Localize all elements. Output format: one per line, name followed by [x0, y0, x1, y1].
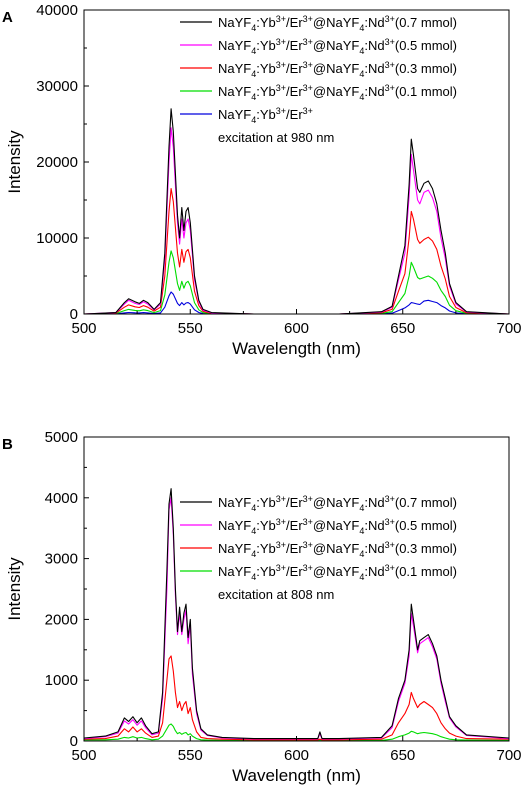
- plot-frame: [83, 9, 510, 315]
- panel-b: B 500 550 600 650 700 0 1000 2000 3000 4000 5000 Wav…: [2, 429, 522, 785]
- y-axis-label: Intensity: [5, 130, 24, 194]
- y-tick-label: 20000: [36, 154, 78, 171]
- legend-entry-1: NaYF4:Yb3+/Er3+@NaYF4:Nd3+(0.5 mmol): [218, 517, 457, 536]
- excitation-note: excitation at 980 nm: [218, 130, 334, 145]
- x-tick-label: 650: [390, 320, 415, 337]
- series-lines: [84, 488, 509, 741]
- x-tick-label: 600: [284, 320, 309, 337]
- series-line-3: [84, 250, 509, 314]
- x-tick-label: 700: [496, 747, 521, 764]
- x-tick-label: 650: [390, 747, 415, 764]
- series-line-0: [84, 488, 509, 740]
- x-tick-label: 600: [284, 747, 309, 764]
- y-tick-label: 2000: [45, 611, 78, 628]
- y-tick-label: 30000: [36, 78, 78, 95]
- legend-entry-4: NaYF4:Yb3+/Er3+: [218, 106, 313, 125]
- panel-a: A 500 550 600 650 700 0 10000 20000 30000 40000 Wav…: [2, 2, 522, 358]
- series-line-3: [84, 723, 509, 741]
- legend-entry-1: NaYF4:Yb3+/Er3+@NaYF4:Nd3+(0.5 mmol): [218, 37, 457, 56]
- x-tick-label: 500: [71, 747, 96, 764]
- panel-label: B: [2, 436, 13, 453]
- y-tick-label: 5000: [45, 429, 78, 446]
- series-line-0: [84, 108, 509, 314]
- y-tick-label: 10000: [36, 230, 78, 247]
- legend: NaYF4:Yb3+/Er3+@NaYF4:Nd3+(0.7 mmol) NaYF…: [180, 14, 457, 145]
- x-tick-label: 500: [71, 320, 96, 337]
- legend-entry-2: NaYF4:Yb3+/Er3+@NaYF4:Nd3+(0.3 mmol): [218, 540, 457, 559]
- series-line-1: [84, 127, 509, 314]
- excitation-note: excitation at 808 nm: [218, 587, 334, 602]
- y-tick-label: 0: [70, 733, 78, 750]
- y-tick-label: 40000: [36, 2, 78, 19]
- x-tick-label: 550: [178, 747, 203, 764]
- legend-entry-3: NaYF4:Yb3+/Er3+@NaYF4:Nd3+(0.1 mmol): [218, 563, 457, 582]
- legend-entry-0: NaYF4:Yb3+/Er3+@NaYF4:Nd3+(0.7 mmol): [218, 494, 457, 513]
- x-axis-label: Wavelength (nm): [232, 339, 361, 358]
- series-line-2: [84, 188, 509, 314]
- y-tick-label: 1000: [45, 672, 78, 689]
- x-axis-label: Wavelength (nm): [232, 766, 361, 785]
- panel-label: A: [2, 9, 13, 26]
- legend-entry-2: NaYF4:Yb3+/Er3+@NaYF4:Nd3+(0.3 mmol): [218, 60, 457, 79]
- y-tick-label: 0: [70, 306, 78, 323]
- legend: NaYF4:Yb3+/Er3+@NaYF4:Nd3+(0.7 mmol) NaYF…: [180, 494, 457, 602]
- x-tick-label: 550: [178, 320, 203, 337]
- legend-entry-0: NaYF4:Yb3+/Er3+@NaYF4:Nd3+(0.7 mmol): [218, 14, 457, 33]
- y-axis-label: Intensity: [5, 557, 24, 621]
- series-line-2: [84, 655, 509, 741]
- series-line-1: [84, 497, 509, 740]
- y-tick-label: 3000: [45, 551, 78, 568]
- series-lines: [84, 108, 509, 314]
- legend-entry-3: NaYF4:Yb3+/Er3+@NaYF4:Nd3+(0.1 mmol): [218, 83, 457, 102]
- y-tick-label: 4000: [45, 490, 78, 507]
- x-tick-label: 700: [496, 320, 521, 337]
